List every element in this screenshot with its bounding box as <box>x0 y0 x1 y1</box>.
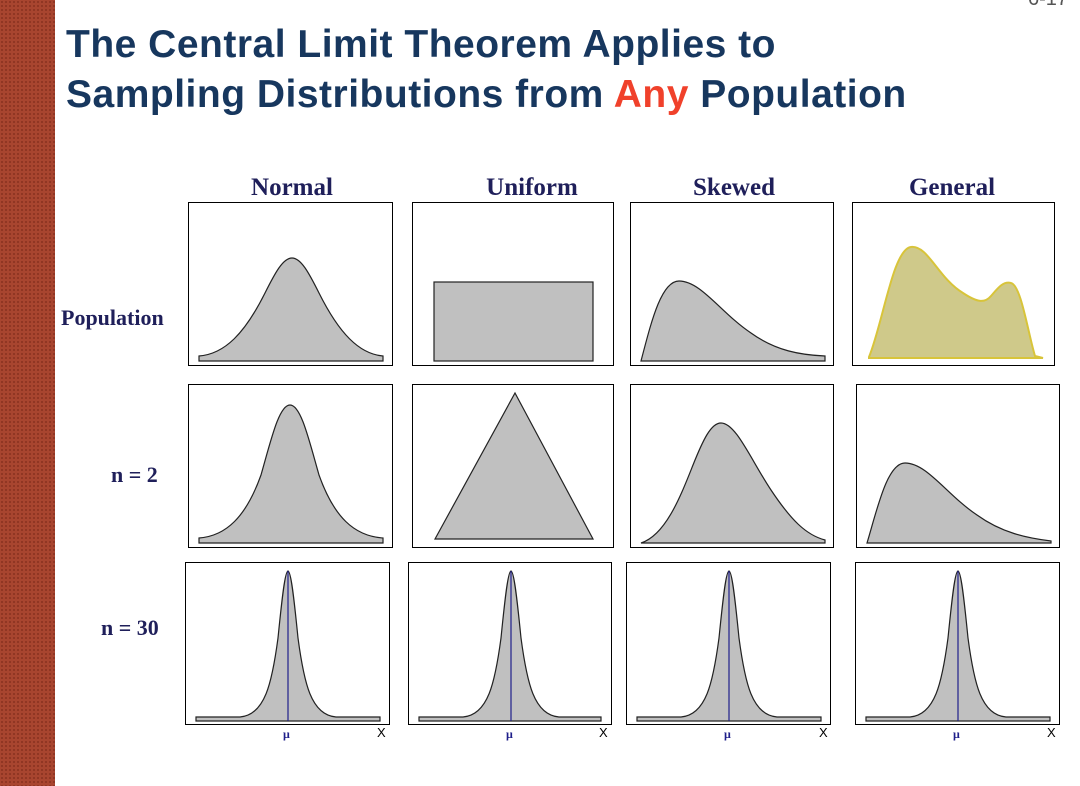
general-n2-curve <box>866 462 1052 544</box>
panel-skewed-n30 <box>626 562 831 725</box>
normal-n30-curve <box>195 570 381 722</box>
column-header-general: General <box>908 174 996 201</box>
panel-general-population <box>852 202 1055 366</box>
column-header-normal: Normal <box>251 174 333 201</box>
panel-normal-n30 <box>185 562 390 725</box>
normal-n2-curve <box>198 404 384 544</box>
x-label-skewed: X <box>819 725 828 740</box>
x-label-general: X <box>1047 725 1056 740</box>
decorative-sidebar <box>0 0 55 786</box>
uniform-n30-curve <box>418 570 602 722</box>
panel-general-n2 <box>856 384 1060 548</box>
panel-skewed-population <box>630 202 834 366</box>
skewed-n30-curve <box>636 570 822 722</box>
panel-uniform-n30 <box>408 562 612 725</box>
column-header-skewed: Skewed <box>693 174 775 201</box>
x-label-normal: X <box>377 725 386 740</box>
normal-population-curve <box>198 257 384 362</box>
panel-uniform-population <box>412 202 614 366</box>
mu-label-uniform: μ <box>506 727 513 741</box>
uniform-population-rectangle <box>433 281 594 362</box>
title-accent-word: Any <box>613 73 689 116</box>
skewed-population-curve <box>640 280 826 362</box>
panel-general-n30 <box>855 562 1060 725</box>
page-number: 6-17 <box>1028 0 1068 11</box>
uniform-n2-triangle <box>433 391 595 540</box>
panel-normal-population <box>188 202 393 366</box>
title-line-1: The Central Limit Theorem Applies to <box>66 23 776 66</box>
general-population-curve <box>868 245 1044 359</box>
general-n30-curve <box>865 570 1051 722</box>
row-header-n30: n = 30 <box>101 615 159 640</box>
row-header-population: Population <box>61 305 164 330</box>
mu-label-skewed: μ <box>724 727 731 741</box>
slide-title: The Central Limit Theorem Applies to Sam… <box>66 20 907 120</box>
x-label-uniform: X <box>599 725 608 740</box>
mu-label-normal: μ <box>283 727 290 741</box>
panel-normal-n2 <box>188 384 393 548</box>
title-line-2a: Sampling Distributions from <box>66 73 614 116</box>
title-line-2b: Population <box>688 73 907 116</box>
panel-skewed-n2 <box>630 384 834 548</box>
panel-uniform-n2 <box>412 384 614 548</box>
skewed-n2-curve <box>640 422 826 544</box>
row-header-n2: n = 2 <box>111 462 158 487</box>
column-header-uniform: Uniform <box>486 174 578 201</box>
mu-label-general: μ <box>953 727 960 741</box>
